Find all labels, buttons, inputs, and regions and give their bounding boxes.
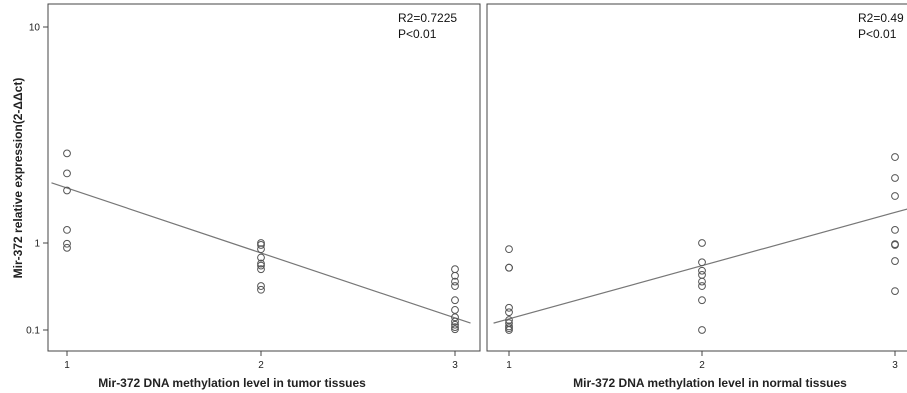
x-axis-title-normal: Mir-372 DNA methylation level in normal … <box>573 376 847 390</box>
data-point <box>505 303 513 312</box>
y-axis-title: Mir-372 relative expression(2-ΔΔct) <box>11 78 25 279</box>
data-point <box>505 263 513 272</box>
x-tick-label: 1 <box>64 360 70 371</box>
data-point <box>451 296 459 305</box>
x-tick-label: 3 <box>452 360 458 371</box>
data-point <box>505 245 513 254</box>
x-tick-label: 1 <box>506 360 512 371</box>
data-point <box>257 241 265 249</box>
data-point <box>451 323 459 331</box>
data-point <box>451 325 459 334</box>
data-point <box>451 317 459 326</box>
data-point <box>257 265 265 274</box>
data-point <box>257 239 265 247</box>
data-point <box>505 326 513 334</box>
data-point <box>698 326 706 334</box>
y-tick-label: 1 <box>34 239 40 250</box>
data-point <box>63 243 71 252</box>
data-point <box>257 285 265 294</box>
x-tick-label: 2 <box>258 360 264 371</box>
y-tick-label: 10 <box>29 23 41 34</box>
x-axis-ticks-normal: 1 2 3 <box>506 351 898 371</box>
data-points-tumor <box>63 149 459 334</box>
data-point <box>698 277 706 286</box>
data-point <box>891 241 899 249</box>
data-point <box>451 306 459 314</box>
plot-frame-tumor <box>47 3 481 352</box>
data-point <box>451 320 459 329</box>
data-point <box>451 265 459 274</box>
data-point <box>451 277 459 286</box>
data-point <box>451 313 459 322</box>
panel-tumor-tissues: 10 1 0.1 1 2 3 R2=0.7225 P<0.01 Mir-372 DNA … <box>26 3 481 390</box>
data-point <box>891 153 899 161</box>
data-point <box>891 174 899 182</box>
data-points-normal <box>505 153 899 334</box>
data-point <box>698 258 706 267</box>
r-squared-label-normal: R2=0.49 <box>858 11 904 25</box>
data-point <box>698 239 706 247</box>
data-point <box>63 149 71 158</box>
p-value-label-tumor: P<0.01 <box>398 27 437 41</box>
x-axis-title-tumor: Mir-372 DNA methylation level in tumor t… <box>98 376 366 390</box>
data-point <box>505 308 513 317</box>
data-point <box>891 225 899 234</box>
x-tick-label: 3 <box>892 360 898 371</box>
data-point <box>257 259 265 268</box>
y-tick-label: 0.1 <box>26 326 40 337</box>
plot-frame-normal <box>486 3 907 352</box>
data-point <box>698 270 706 279</box>
data-point <box>63 169 71 178</box>
data-point <box>257 245 265 254</box>
data-point <box>451 271 459 280</box>
data-point <box>63 225 71 234</box>
p-value-label-normal: P<0.01 <box>858 27 897 41</box>
panel-normal-tissues: 1 2 3 R2=0.49 P<0.01 Mir-372 DNA methylati… <box>486 3 907 390</box>
x-axis-ticks-tumor: 1 2 3 <box>64 351 458 371</box>
x-tick-label: 2 <box>699 360 705 371</box>
r-squared-label-tumor: R2=0.7225 <box>398 11 457 25</box>
data-point <box>698 296 706 305</box>
stats-box-tumor <box>394 6 474 44</box>
data-point <box>891 192 899 200</box>
data-point <box>891 287 899 295</box>
data-point <box>257 261 265 270</box>
data-point <box>63 186 71 195</box>
data-point <box>891 257 899 265</box>
stats-box-normal <box>854 6 907 44</box>
data-point <box>257 253 265 262</box>
y-axis-ticks: 10 1 0.1 <box>26 23 48 337</box>
data-point <box>698 282 706 290</box>
data-point <box>451 282 459 290</box>
data-point <box>63 239 71 248</box>
data-point <box>257 282 265 290</box>
data-point <box>698 266 706 275</box>
